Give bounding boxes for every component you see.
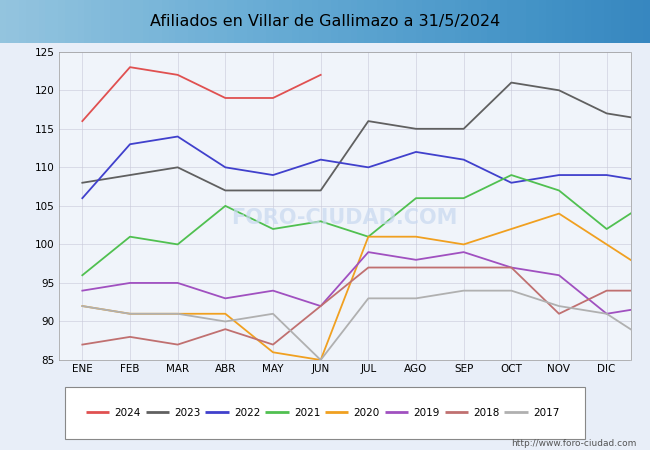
FancyBboxPatch shape	[65, 387, 585, 439]
Text: 2017: 2017	[533, 408, 560, 418]
Text: 2021: 2021	[294, 408, 320, 418]
Text: Afiliados en Villar de Gallimazo a 31/5/2024: Afiliados en Villar de Gallimazo a 31/5/…	[150, 14, 500, 29]
Text: 2022: 2022	[234, 408, 261, 418]
Text: http://www.foro-ciudad.com: http://www.foro-ciudad.com	[512, 439, 637, 448]
Text: 2023: 2023	[174, 408, 201, 418]
Text: 2018: 2018	[473, 408, 500, 418]
Text: 2019: 2019	[413, 408, 440, 418]
Text: 2024: 2024	[114, 408, 141, 418]
Text: 2020: 2020	[354, 408, 380, 418]
Text: FORO-CIUDAD.COM: FORO-CIUDAD.COM	[231, 208, 458, 228]
